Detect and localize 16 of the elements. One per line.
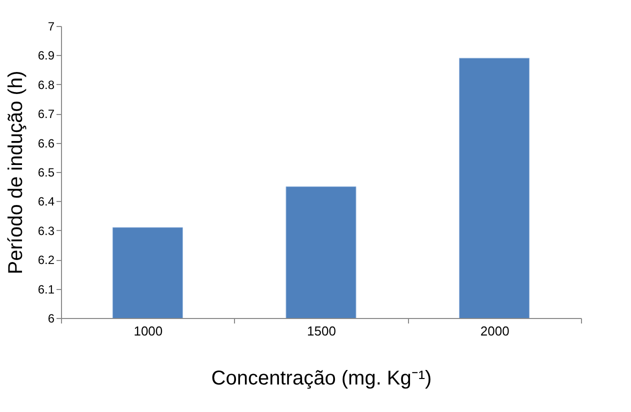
x-tick-label: 1000: [134, 324, 163, 338]
y-tick-label: 6.2: [38, 253, 55, 268]
y-tick-label: 6.6: [38, 136, 55, 150]
y-tick-label: 6: [48, 312, 55, 326]
y-tick-label: 6.7: [38, 107, 55, 122]
y-axis-title: Período de indução (h): [4, 70, 27, 274]
x-tick-label: 1500: [307, 324, 336, 338]
x-axis-title: Concentração (mg. Kg⁻¹): [211, 368, 432, 390]
y-tick-label: 6.8: [38, 78, 55, 92]
y-tick-label: 6.5: [38, 166, 55, 180]
y-tick-label: 6.4: [38, 194, 55, 209]
y-tick-label: 6.1: [38, 282, 55, 296]
y-tick-label: 7: [48, 20, 55, 34]
y-tick-label: 6.3: [38, 224, 55, 238]
y-tick-label: 6.9: [38, 48, 55, 63]
x-tick-label: 2000: [480, 324, 510, 338]
